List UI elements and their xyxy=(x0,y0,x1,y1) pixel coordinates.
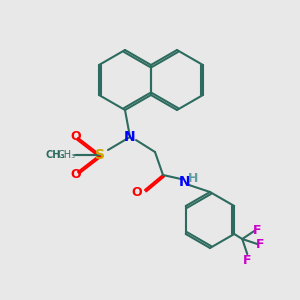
Text: CH₃: CH₃ xyxy=(45,150,65,160)
Text: S: S xyxy=(95,148,105,162)
Text: F: F xyxy=(253,224,262,236)
Text: O: O xyxy=(132,185,142,199)
Text: N: N xyxy=(124,130,136,144)
Text: N: N xyxy=(179,175,191,189)
Text: F: F xyxy=(243,254,251,266)
Text: F: F xyxy=(256,238,265,250)
Text: H: H xyxy=(188,172,198,185)
Text: O: O xyxy=(71,130,81,142)
Text: O: O xyxy=(71,167,81,181)
Text: CH₃: CH₃ xyxy=(58,150,76,160)
